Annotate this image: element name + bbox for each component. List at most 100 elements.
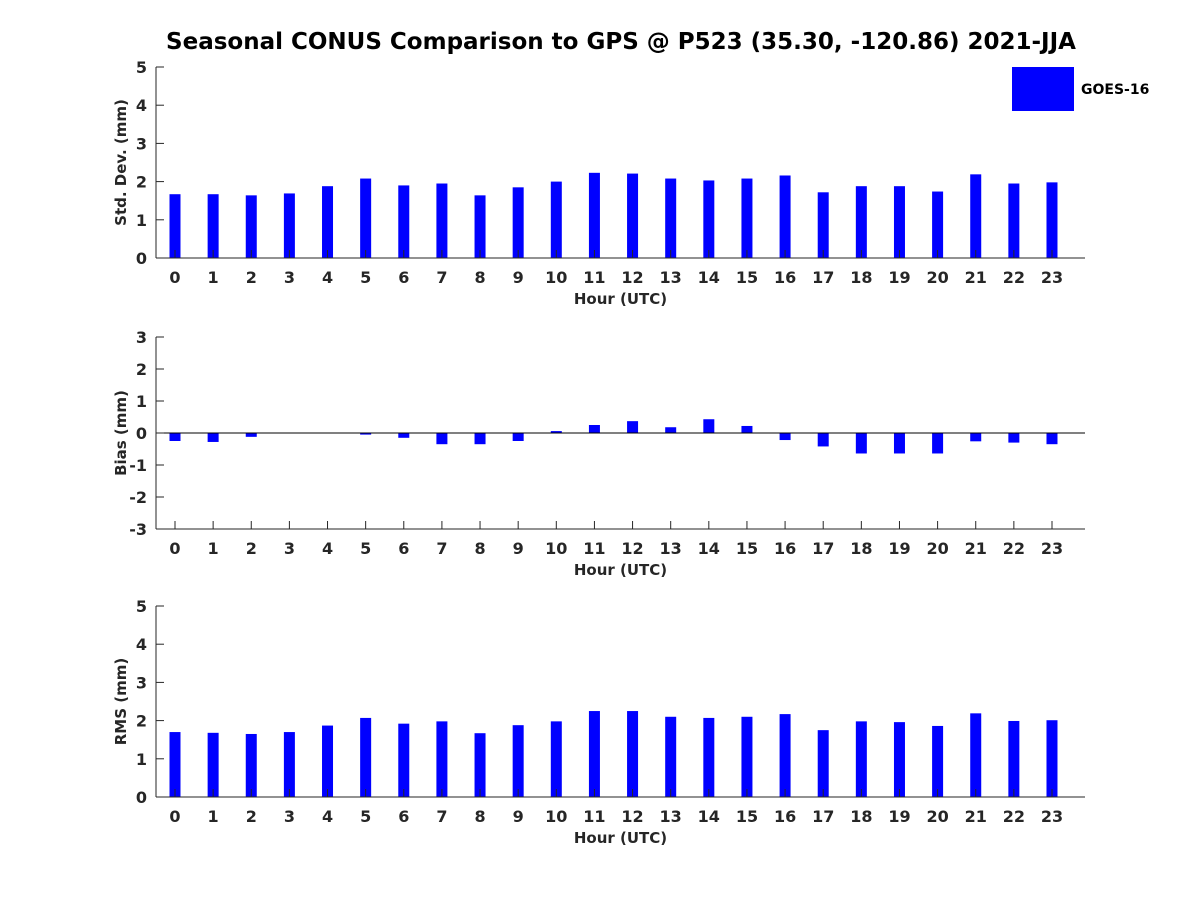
std-dev-x-tick-label: 13	[660, 268, 682, 287]
rms-y-axis-label: RMS (mm)	[112, 658, 130, 745]
std-dev-x-tick-label: 21	[965, 268, 987, 287]
rms-y-tick-label: 3	[136, 673, 147, 692]
bias-y-tick-label: -2	[129, 488, 147, 507]
rms-y-tick-label: 0	[136, 788, 147, 807]
bias-bar-hour-10	[550, 431, 562, 433]
bias-bar-hour-0	[169, 433, 181, 441]
rms-x-tick-label: 21	[965, 807, 987, 826]
bias-x-tick-label: 21	[965, 539, 987, 558]
rms-x-tick-label: 5	[360, 807, 371, 826]
std-dev-y-tick-label: 4	[136, 96, 147, 115]
legend-swatch-goes-16	[1012, 67, 1074, 111]
std-dev-bar-hour-21	[970, 174, 982, 258]
rms-x-tick-label: 1	[208, 807, 219, 826]
std-dev-x-tick-label: 17	[812, 268, 834, 287]
legend-label-goes-16: GOES-16	[1081, 82, 1149, 98]
std-dev-bar-hour-12	[627, 173, 639, 258]
std-dev-x-tick-label: 20	[926, 268, 948, 287]
std-dev-x-tick-label: 11	[583, 268, 605, 287]
rms-x-tick-label: 17	[812, 807, 834, 826]
std-dev-bar-hour-14	[703, 180, 715, 258]
rms-bar-hour-16	[779, 714, 791, 797]
bias-y-tick-label: -1	[129, 456, 147, 475]
bias-bar-hour-12	[627, 421, 639, 433]
bias-bar-hour-17	[817, 433, 829, 447]
bias-bar-hour-14	[703, 419, 715, 433]
rms-bar-hour-1	[207, 732, 219, 797]
rms-x-tick-label: 2	[246, 807, 257, 826]
bias-x-tick-label: 5	[360, 539, 371, 558]
bias-y-tick-label: -3	[129, 520, 147, 539]
std-dev-x-tick-label: 22	[1003, 268, 1025, 287]
std-dev-bar-hour-9	[512, 187, 524, 258]
rms-x-tick-label: 7	[436, 807, 447, 826]
rms-x-tick-label: 19	[888, 807, 910, 826]
rms-bar-hour-20	[932, 725, 944, 797]
rms-x-tick-label: 9	[513, 807, 524, 826]
bias-x-tick-label: 0	[169, 539, 180, 558]
std-dev-x-tick-label: 1	[208, 268, 219, 287]
std-dev-y-tick-label: 3	[136, 134, 147, 153]
std-dev-x-tick-label: 10	[545, 268, 567, 287]
std-dev-x-tick-label: 19	[888, 268, 910, 287]
std-dev-x-tick-label: 0	[169, 268, 180, 287]
std-dev-y-tick-label: 5	[136, 58, 147, 77]
std-dev-x-tick-label: 12	[621, 268, 643, 287]
bias-bar-hour-18	[855, 433, 867, 454]
rms-x-tick-label: 0	[169, 807, 180, 826]
std-dev-x-tick-label: 15	[736, 268, 758, 287]
std-dev-y-axis-label: Std. Dev. (mm)	[112, 99, 130, 226]
std-dev-x-axis-label: Hour (UTC)	[574, 290, 667, 308]
bias-x-tick-label: 12	[621, 539, 643, 558]
rms-bar-hour-13	[665, 716, 677, 797]
std-dev-x-tick-label: 6	[398, 268, 409, 287]
rms-bar-hour-14	[703, 717, 715, 797]
std-dev-bar-hour-22	[1008, 183, 1020, 258]
std-dev-y-tick-label: 2	[136, 173, 147, 192]
rms-x-tick-label: 3	[284, 807, 295, 826]
rms-x-tick-label: 23	[1041, 807, 1063, 826]
bias-bar-hour-23	[1046, 433, 1058, 445]
bias-bar-hour-11	[588, 425, 600, 433]
rms-bar-hour-22	[1008, 720, 1020, 797]
rms-x-axis-label: Hour (UTC)	[574, 829, 667, 847]
std-dev-x-tick-label: 3	[284, 268, 295, 287]
rms-y-tick-label: 4	[136, 635, 147, 654]
bias-bar-hour-15	[741, 425, 753, 433]
std-dev-bar-hour-6	[398, 185, 410, 258]
bias-y-tick-label: 1	[136, 392, 147, 411]
std-dev-bar-hour-20	[932, 191, 944, 258]
bias-bar-hour-6	[398, 433, 410, 438]
rms-bar-hour-8	[474, 733, 486, 797]
bias-bar-hour-20	[932, 433, 944, 454]
rms-y-tick-label: 5	[136, 597, 147, 616]
bias-x-tick-label: 3	[284, 539, 295, 558]
rms-bar-hour-10	[550, 721, 562, 797]
std-dev-bar-hour-18	[855, 186, 867, 258]
bias-y-tick-label: 0	[136, 424, 147, 443]
std-dev-x-tick-label: 18	[850, 268, 872, 287]
bias-x-axis-label: Hour (UTC)	[574, 561, 667, 579]
bias-x-tick-label: 7	[436, 539, 447, 558]
std-dev-bar-hour-19	[893, 186, 905, 258]
bias-bar-hour-9	[512, 433, 524, 441]
bias-x-tick-label: 6	[398, 539, 409, 558]
rms-bar-hour-4	[322, 725, 334, 797]
rms-x-tick-label: 8	[474, 807, 485, 826]
bias-x-tick-label: 20	[926, 539, 948, 558]
bias-y-tick-label: 3	[136, 328, 147, 347]
rms-bar-hour-19	[893, 722, 905, 797]
std-dev-bar-hour-7	[436, 183, 448, 258]
bias-x-tick-label: 8	[474, 539, 485, 558]
bias-x-tick-label: 9	[513, 539, 524, 558]
std-dev-x-tick-label: 9	[513, 268, 524, 287]
bias-bar-hour-16	[779, 433, 791, 441]
bias-bar-hour-2	[245, 433, 257, 437]
rms-bar-hour-9	[512, 725, 524, 797]
bias-x-tick-label: 1	[208, 539, 219, 558]
std-dev-x-tick-label: 4	[322, 268, 333, 287]
bias-x-tick-label: 10	[545, 539, 567, 558]
rms-x-tick-label: 16	[774, 807, 796, 826]
